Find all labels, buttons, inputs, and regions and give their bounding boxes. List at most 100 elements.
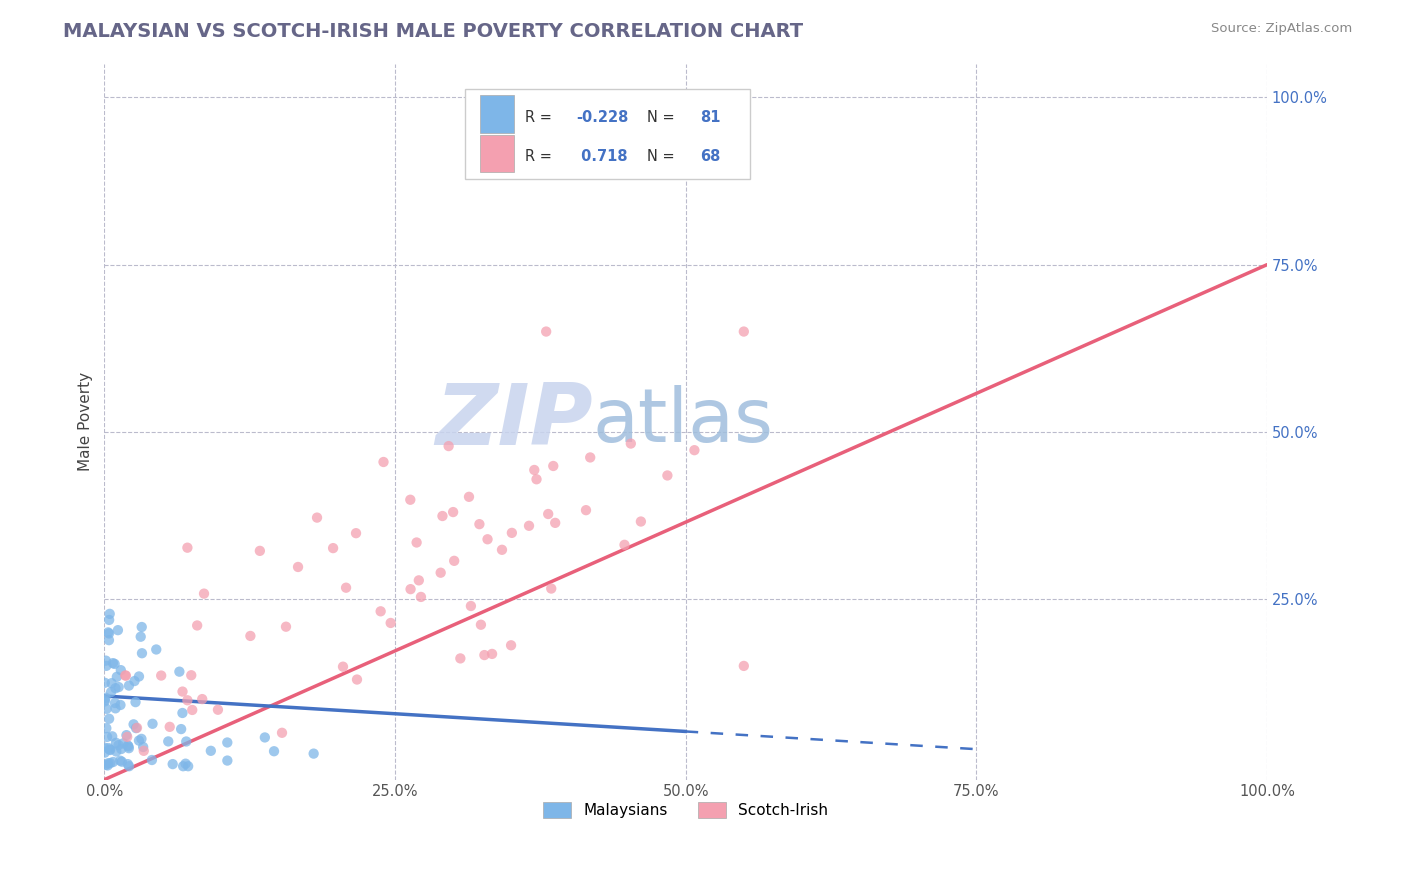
Text: atlas: atlas <box>593 385 773 458</box>
Point <box>162 757 184 772</box>
Point <box>458 490 481 504</box>
Point <box>491 542 513 557</box>
Point <box>105 744 128 758</box>
Point <box>115 668 138 682</box>
Point <box>157 734 180 748</box>
Text: 68: 68 <box>700 149 720 164</box>
Point <box>733 659 755 673</box>
Point <box>110 742 132 756</box>
Text: N =: N = <box>647 110 679 125</box>
Point <box>499 638 522 652</box>
Point <box>657 468 679 483</box>
Point <box>131 731 153 746</box>
Point <box>405 535 427 549</box>
Point <box>124 695 146 709</box>
Point <box>117 757 139 772</box>
Point <box>443 554 465 568</box>
Point <box>176 693 198 707</box>
Point <box>108 754 131 768</box>
Point <box>98 613 121 627</box>
Y-axis label: Male Poverty: Male Poverty <box>79 372 93 471</box>
Point <box>145 642 167 657</box>
Point <box>105 736 128 750</box>
Point <box>683 443 706 458</box>
Point <box>101 755 124 769</box>
Point <box>172 759 194 773</box>
Text: 81: 81 <box>700 110 720 125</box>
Point <box>94 654 117 668</box>
Point <box>117 739 139 754</box>
Point <box>449 651 471 665</box>
Point <box>579 450 602 465</box>
Point <box>169 665 191 679</box>
Point <box>94 757 117 772</box>
Point <box>141 716 163 731</box>
Point <box>118 759 141 773</box>
Point <box>474 648 496 662</box>
Point <box>470 617 492 632</box>
Point <box>537 507 560 521</box>
Text: Source: ZipAtlas.com: Source: ZipAtlas.com <box>1212 22 1353 36</box>
Point <box>409 590 432 604</box>
Point <box>96 702 118 716</box>
Text: MALAYSIAN VS SCOTCH-IRISH MALE POVERTY CORRELATION CHART: MALAYSIAN VS SCOTCH-IRISH MALE POVERTY C… <box>63 22 803 41</box>
Point <box>122 717 145 731</box>
Point <box>96 730 118 744</box>
Point <box>104 701 127 715</box>
Point <box>437 439 460 453</box>
Point <box>613 538 636 552</box>
Point <box>217 735 239 749</box>
Point <box>125 721 148 735</box>
Point <box>94 690 117 705</box>
Point <box>380 615 402 630</box>
Point <box>239 629 262 643</box>
Point <box>110 698 132 712</box>
Point <box>460 599 482 613</box>
Point <box>733 325 755 339</box>
Point <box>98 743 121 757</box>
Point <box>107 680 129 694</box>
Point <box>186 618 208 632</box>
Point <box>115 730 138 744</box>
Point <box>263 744 285 758</box>
Point <box>575 503 598 517</box>
Point <box>481 647 503 661</box>
Point <box>131 620 153 634</box>
Point <box>159 720 181 734</box>
Point <box>207 703 229 717</box>
Point <box>540 582 562 596</box>
Point <box>305 510 328 524</box>
Point <box>302 747 325 761</box>
Point <box>97 625 120 640</box>
Point <box>107 738 129 752</box>
Point <box>322 541 344 555</box>
Point <box>128 669 150 683</box>
Point <box>114 668 136 682</box>
Point <box>174 756 197 771</box>
Point <box>399 582 422 596</box>
Point <box>526 472 548 486</box>
Point <box>97 741 120 756</box>
Point <box>129 630 152 644</box>
Point <box>346 673 368 687</box>
Point <box>174 734 197 748</box>
Point <box>101 729 124 743</box>
Point <box>287 560 309 574</box>
Point <box>620 436 643 450</box>
Point <box>429 566 451 580</box>
Point <box>477 533 499 547</box>
Point <box>118 679 141 693</box>
FancyBboxPatch shape <box>479 135 513 172</box>
Point <box>501 525 523 540</box>
Point <box>517 518 540 533</box>
Point <box>249 544 271 558</box>
Point <box>181 703 204 717</box>
Point <box>191 692 214 706</box>
Point <box>141 753 163 767</box>
Point <box>193 586 215 600</box>
Point <box>93 694 115 708</box>
Point <box>97 633 120 648</box>
Point <box>131 646 153 660</box>
Point <box>441 505 464 519</box>
Point <box>370 604 392 618</box>
